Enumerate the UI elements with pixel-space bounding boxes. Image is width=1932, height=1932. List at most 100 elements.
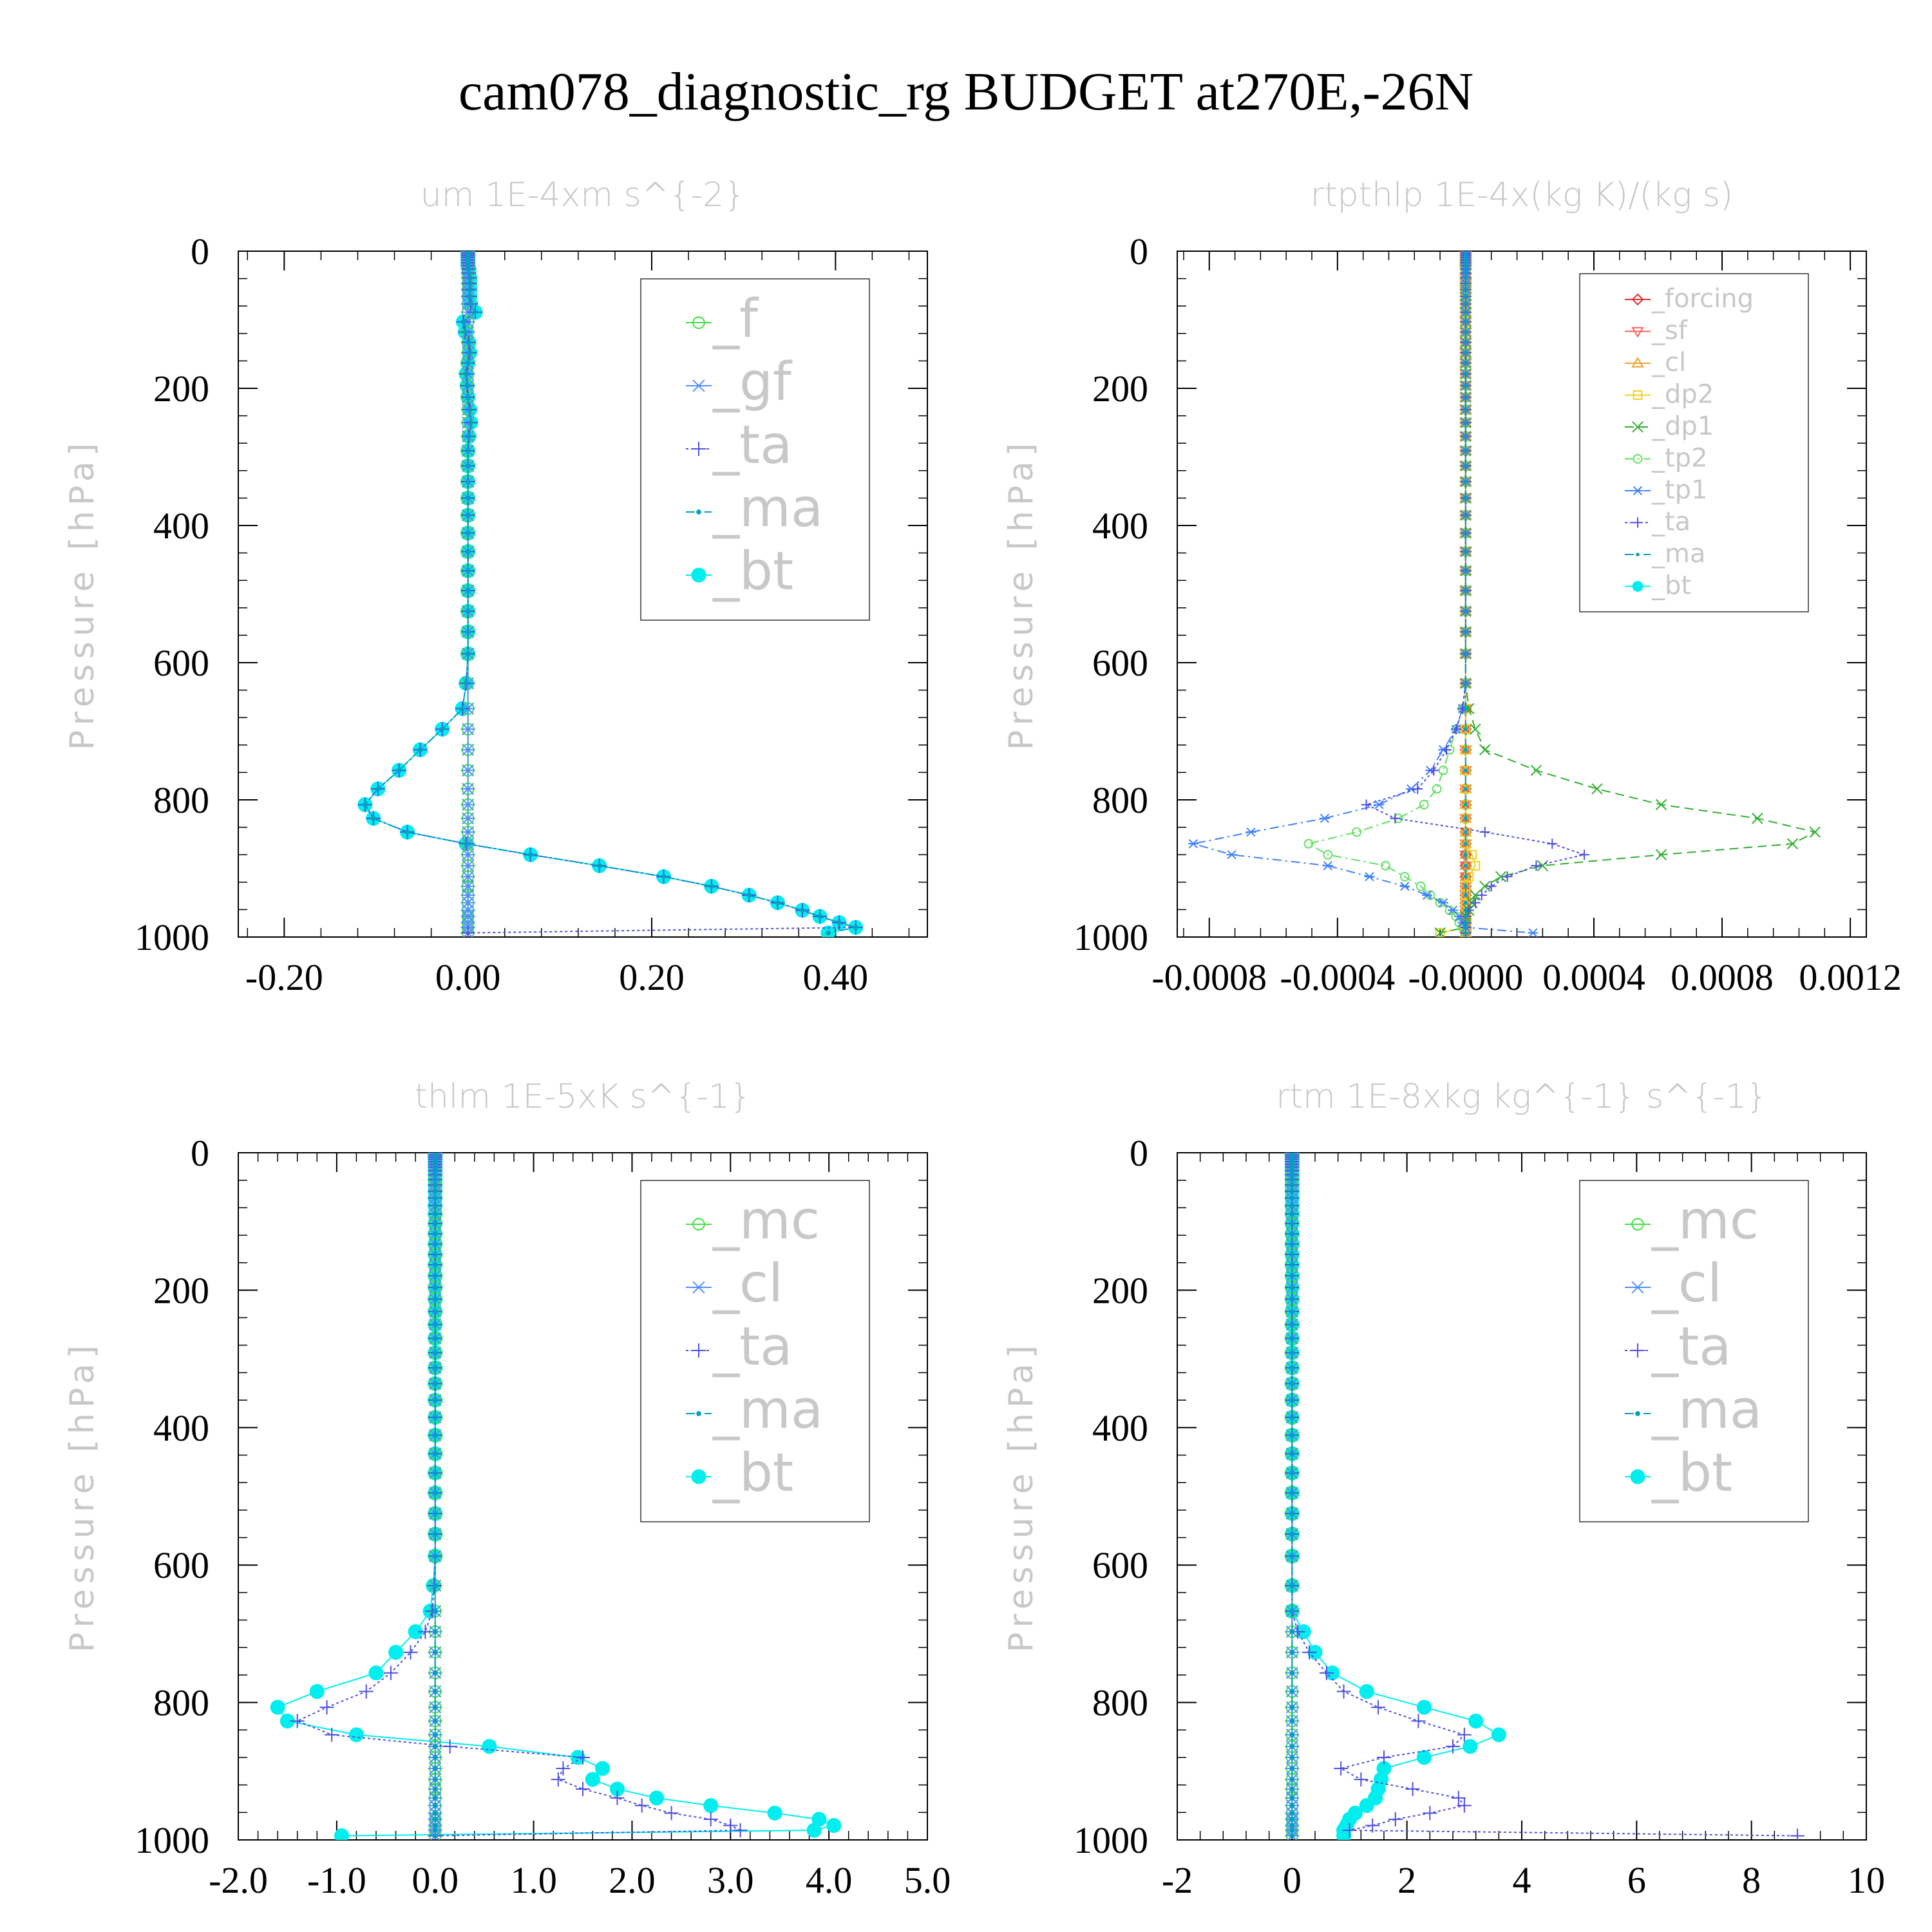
data-point: [388, 1645, 404, 1660]
legend-label: _mc: [712, 1190, 820, 1251]
legend-label: _bt: [1651, 1443, 1732, 1504]
data-point: [1491, 1727, 1506, 1743]
data-point: [1479, 827, 1490, 838]
data-point: [1434, 927, 1446, 937]
data-point: [348, 1727, 364, 1743]
data-point: [1289, 1242, 1295, 1247]
data-point: [1289, 1823, 1295, 1828]
panel-title: rtm 1E-8xkg kg^{-1} s^{-1}: [1276, 1077, 1767, 1116]
legend-item-bt: _bt: [1625, 1443, 1732, 1504]
legend-marker: [1632, 421, 1643, 433]
data-point: [432, 1221, 438, 1226]
data-point: [1464, 589, 1468, 592]
legend-box: [640, 278, 870, 621]
data-point: [1464, 496, 1468, 500]
data-point: [1289, 1296, 1295, 1302]
data-point: [1464, 408, 1468, 412]
legend-item-bt: _bt: [686, 541, 793, 602]
data-point: [1457, 1798, 1472, 1813]
data-point: [596, 863, 602, 869]
plot-area: [1284, 1153, 1804, 1840]
data-point: [460, 925, 475, 937]
data-point: [1464, 464, 1468, 468]
data-point: [1399, 871, 1410, 882]
data-point: [1464, 706, 1468, 711]
data-point: [404, 829, 410, 835]
x-tick-label: -2: [1162, 1859, 1193, 1901]
legend-box: [640, 1180, 870, 1522]
data-point: [1289, 1172, 1295, 1177]
y-tick-label: 800: [1092, 779, 1148, 821]
data-point: [1322, 861, 1333, 871]
legend-label: _cl: [712, 1253, 783, 1314]
data-point: [432, 1833, 438, 1839]
data-point: [1464, 531, 1468, 535]
data-point: [1416, 1750, 1432, 1765]
y-tick-label: 600: [1092, 642, 1148, 684]
data-point: [1435, 928, 1445, 937]
data-point: [1289, 1432, 1295, 1438]
data-point: [1289, 1689, 1295, 1694]
legend-item-tp1: _tp1: [1625, 475, 1708, 505]
data-point: [432, 1273, 438, 1278]
legend-item-ma: _ma: [1625, 539, 1705, 569]
chart-panel-thlm: thlm 1E-5xK s^{-1} Pressure [hPa] -2.0 -1.0…: [63, 1077, 951, 1901]
data-point: [460, 826, 475, 838]
data-point: [465, 478, 471, 484]
legend-label: _ma: [712, 478, 823, 539]
data-point: [432, 1795, 438, 1801]
data-point: [465, 588, 471, 594]
x-tick-label: 3.0: [707, 1859, 754, 1901]
data-point: [1464, 294, 1468, 299]
data-point: [462, 329, 468, 335]
data-point: [468, 301, 473, 307]
data-point: [1323, 849, 1333, 860]
data-point: [1390, 813, 1401, 824]
legend-label: _forcing: [1651, 284, 1754, 314]
legend-label: _ta: [712, 1316, 792, 1378]
legend-marker: [1633, 517, 1643, 528]
data-point: [1289, 1195, 1295, 1201]
data-point: [325, 1727, 339, 1742]
legend-label: _bt: [712, 541, 793, 602]
data-point: [1464, 350, 1468, 355]
data-point: [1476, 890, 1487, 901]
x-tick-label: 10: [1848, 1859, 1885, 1901]
data-point: [465, 568, 471, 574]
legend-item-cl: _cl: [1625, 1253, 1722, 1314]
legend-label: _f: [712, 289, 759, 350]
data-point: [1289, 1744, 1295, 1749]
panel-title: rtpthlp 1E-4x(kg K)/(kg s): [1311, 176, 1733, 214]
data-point: [1303, 838, 1314, 849]
data-point: [368, 1665, 384, 1681]
data-point: [432, 1168, 438, 1173]
data-point: [1428, 765, 1439, 776]
chart-panel-um: um 1E-4xm s^{-2} Pressure [hPa] -0.20 0.00 0…: [63, 176, 928, 998]
data-point: [1464, 513, 1468, 517]
data-point: [460, 859, 475, 872]
legend-marker: [692, 1218, 705, 1231]
y-tick-label: 600: [153, 642, 209, 684]
data-point: [837, 920, 842, 925]
y-tick-label: 400: [1092, 1407, 1148, 1449]
data-point: [1468, 1713, 1484, 1728]
data-point: [466, 270, 471, 276]
data-point: [1289, 1755, 1295, 1760]
data-point: [432, 1242, 438, 1247]
plot-area: [270, 1153, 842, 1840]
legend-marker: [691, 567, 706, 583]
data-point: [1579, 849, 1590, 860]
panel-title: thlm 1E-5xK s^{-1}: [415, 1077, 752, 1116]
data-point: [556, 1761, 571, 1776]
data-point: [1464, 319, 1468, 324]
data-point: [1441, 744, 1452, 755]
data-point: [1289, 1414, 1295, 1420]
data-point: [432, 1164, 438, 1170]
y-tick-label: 400: [153, 505, 209, 547]
x-tick-label: -0.0004: [1280, 956, 1395, 998]
minor-ticks: [1177, 251, 1866, 938]
y-tick-label: 1000: [135, 916, 209, 958]
data-point: [383, 1665, 398, 1680]
legend: _mc_cl_ta_ma_bt: [640, 1180, 870, 1522]
data-point: [1302, 1645, 1317, 1660]
